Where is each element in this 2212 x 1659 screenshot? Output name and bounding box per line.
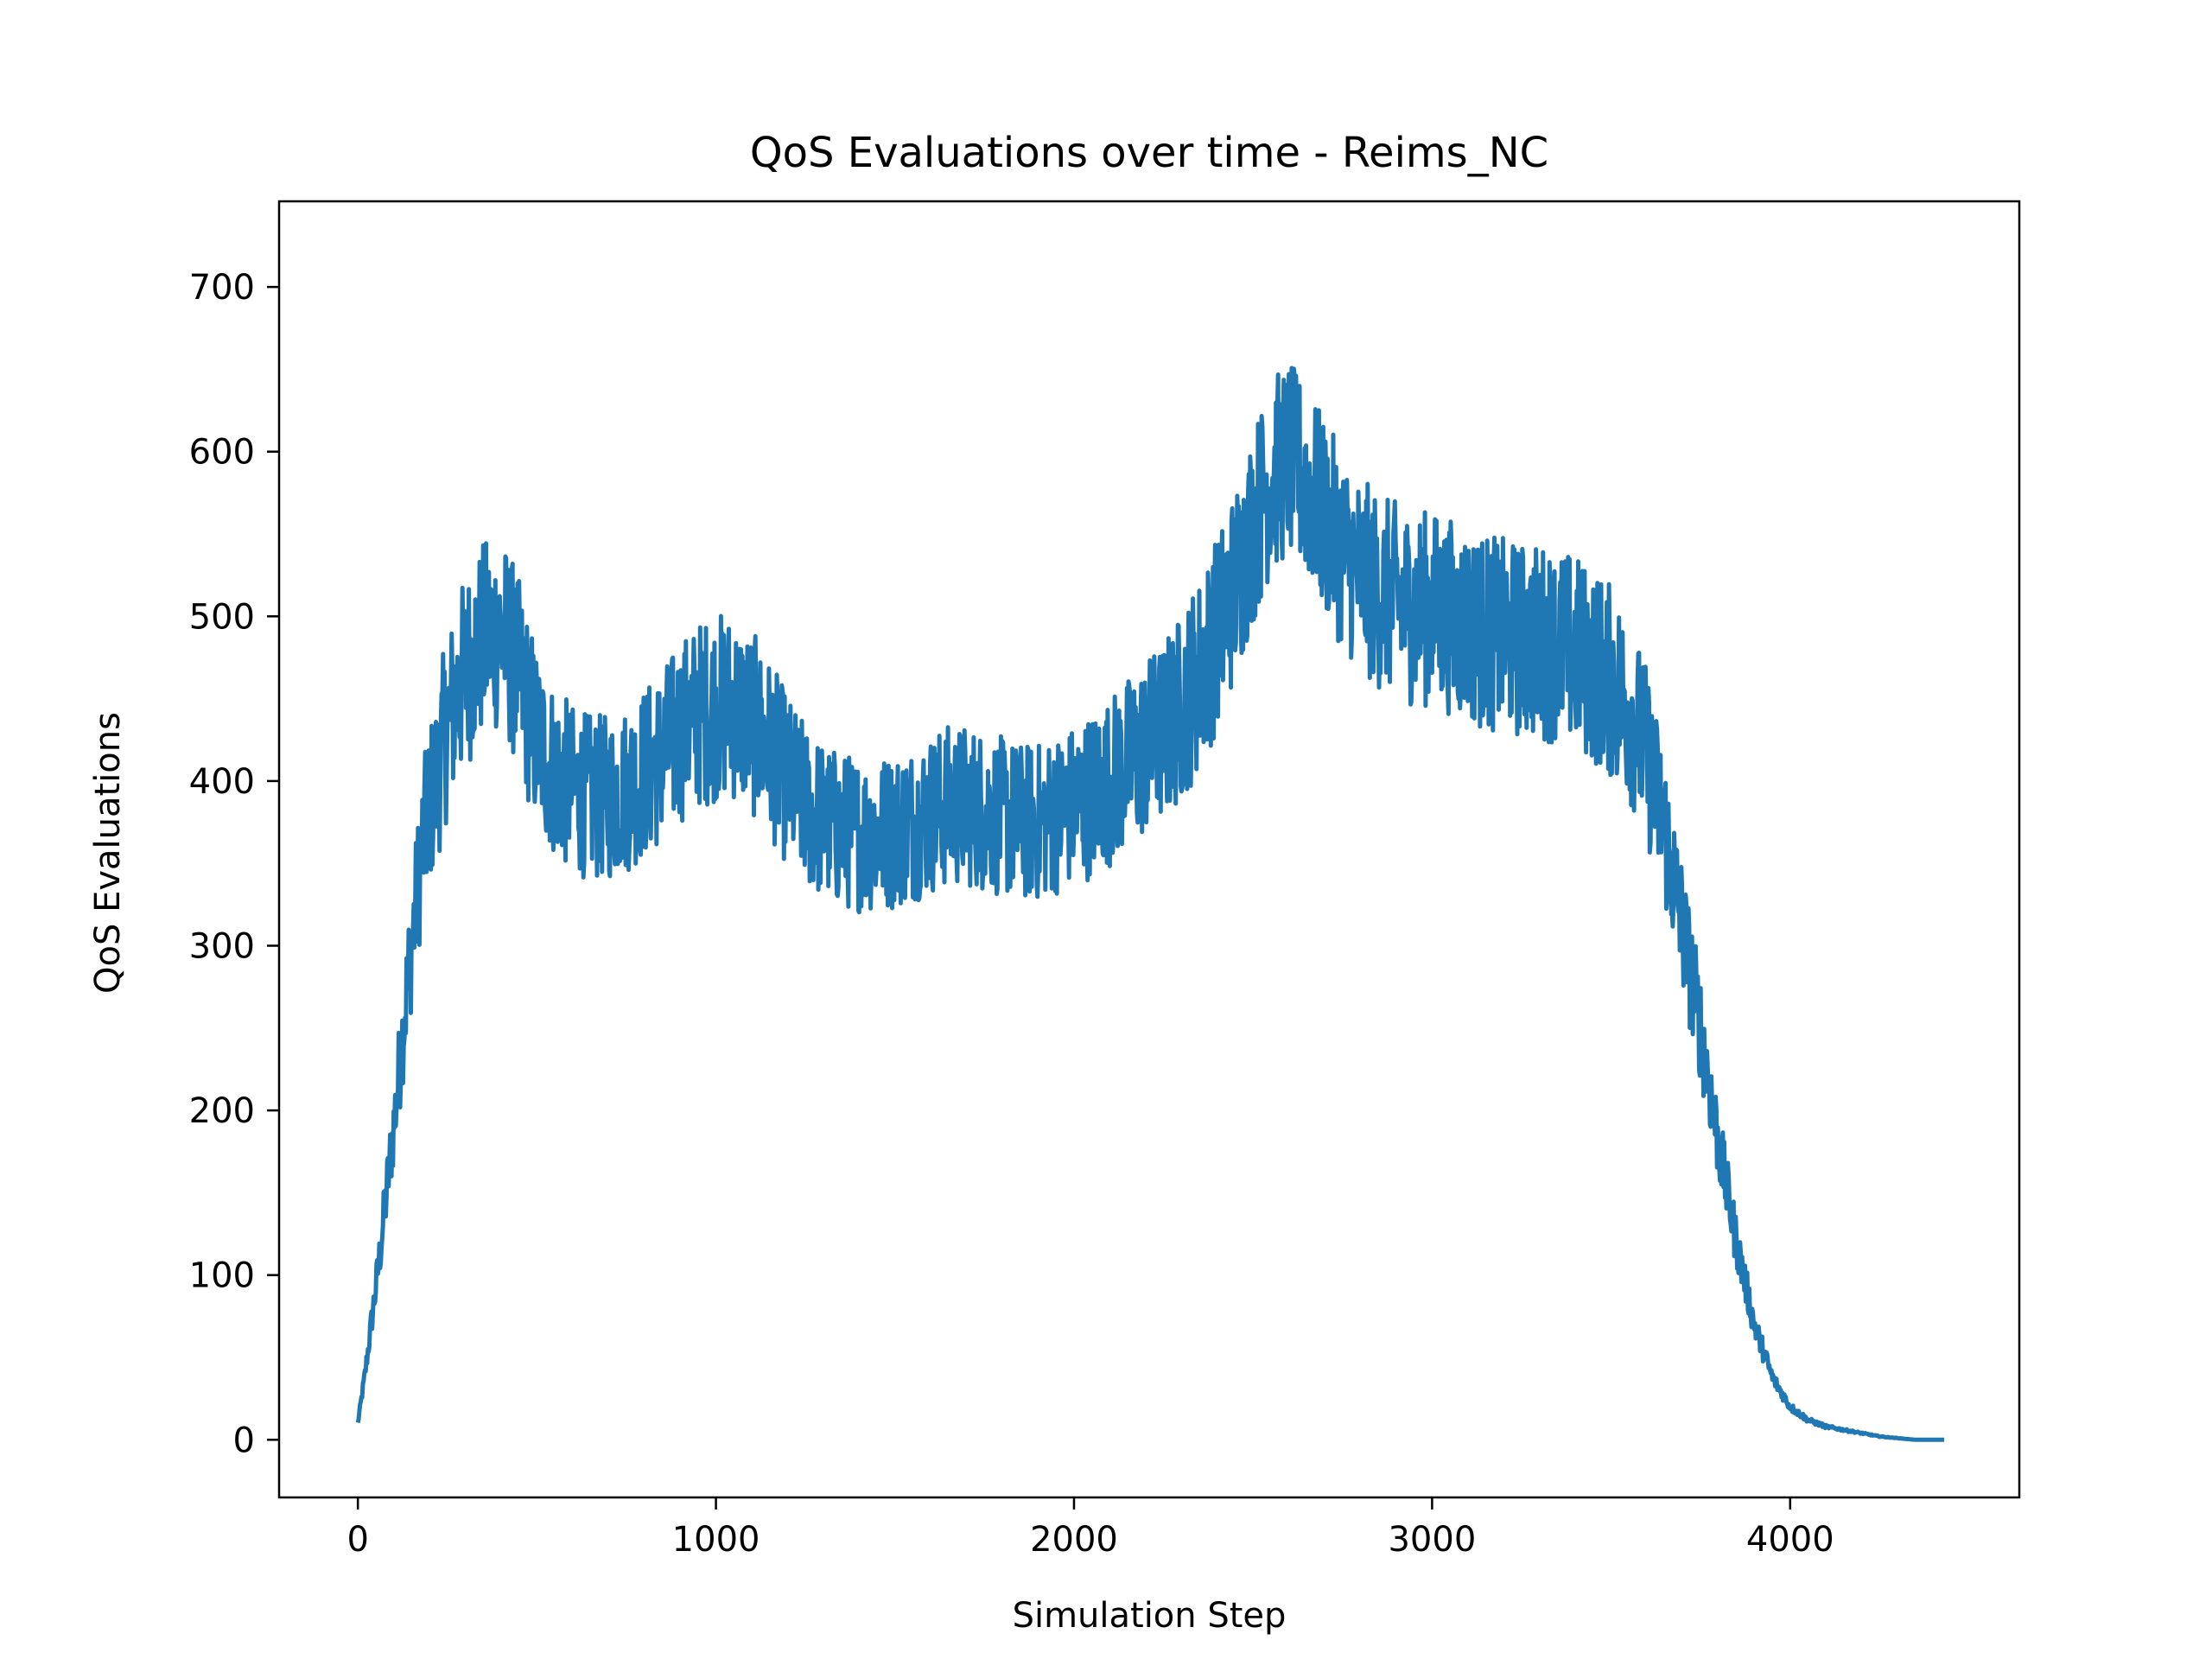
x-tick-label: 0 <box>346 1520 368 1560</box>
plot-area <box>277 200 2021 1499</box>
chart-title: QoS Evaluations over time - Reims_NC <box>750 129 1548 177</box>
y-tick-label: 700 <box>189 268 255 308</box>
y-tick-label: 500 <box>189 597 255 637</box>
x-axis-label: Simulation Step <box>1013 1596 1287 1636</box>
y-tick-label: 300 <box>189 926 255 966</box>
x-tick-label: 1000 <box>672 1520 760 1560</box>
x-axis: 0 1000 2000 3000 4000 <box>346 1497 1834 1560</box>
x-tick-label: 4000 <box>1746 1520 1834 1560</box>
y-tick-label: 400 <box>189 762 255 802</box>
x-tick-label: 2000 <box>1030 1520 1118 1560</box>
x-tick-label: 3000 <box>1388 1520 1476 1560</box>
axes-frame <box>277 200 2021 1499</box>
y-tick-label: 600 <box>189 433 255 473</box>
y-axis-label: QoS Evaluations <box>88 712 128 994</box>
y-tick-label: 200 <box>189 1091 255 1131</box>
y-tick-label: 0 <box>233 1421 255 1460</box>
y-tick-label: 100 <box>189 1256 255 1296</box>
y-axis: 0 100 200 300 400 500 600 700 <box>189 268 279 1460</box>
series-line <box>355 365 1946 1442</box>
